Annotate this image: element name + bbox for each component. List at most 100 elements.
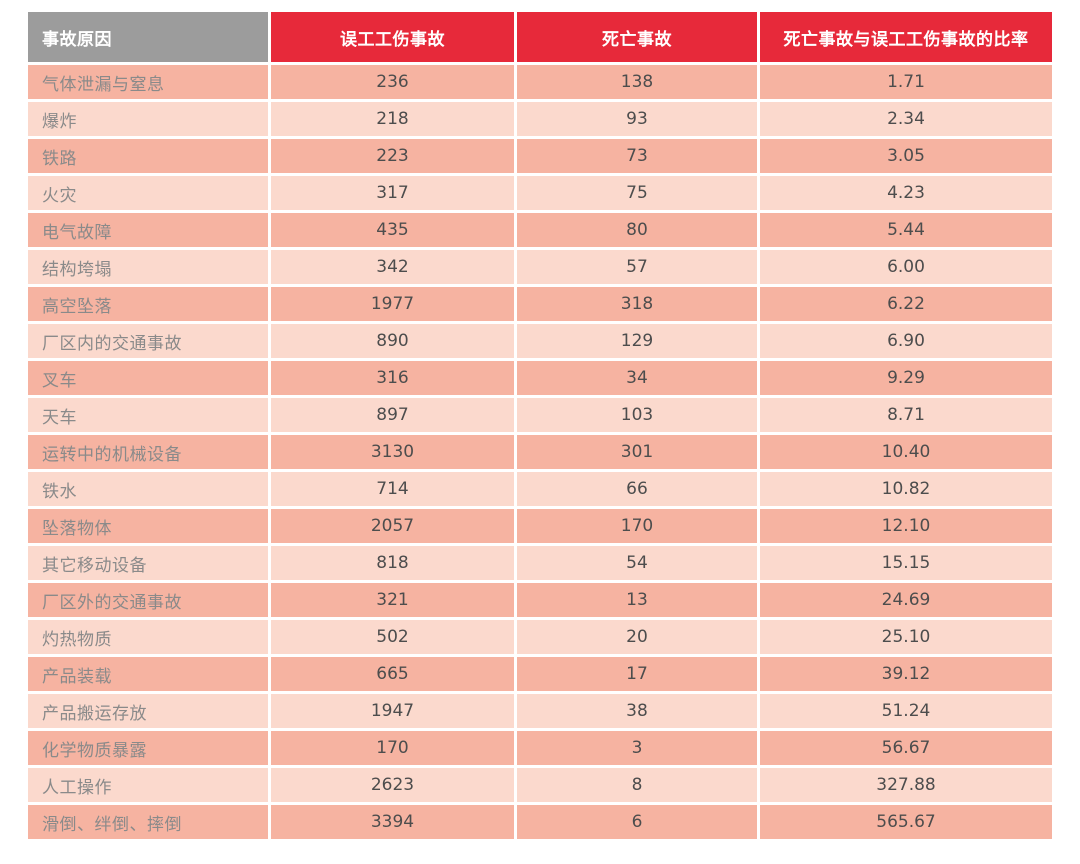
- lost-time-injury-cell: 342: [271, 250, 514, 284]
- fatal-cell: 80: [517, 213, 757, 247]
- cause-cell: 产品搬运存放: [28, 694, 268, 728]
- lost-time-injury-cell: 1947: [271, 694, 514, 728]
- fatal-cell: 75: [517, 176, 757, 210]
- fatal-cell: 34: [517, 361, 757, 395]
- lost-time-injury-cell: 435: [271, 213, 514, 247]
- lost-time-injury-cell: 170: [271, 731, 514, 765]
- fatal-cell: 8: [517, 768, 757, 802]
- cause-cell: 厂区内的交通事故: [28, 324, 268, 358]
- ratio-cell: 2.34: [760, 102, 1052, 136]
- lost-time-injury-cell: 890: [271, 324, 514, 358]
- table-row: 人工操作 2623 8 327.88: [28, 768, 1052, 802]
- fatal-cell: 129: [517, 324, 757, 358]
- cause-cell: 气体泄漏与窒息: [28, 65, 268, 99]
- table-row: 灼热物质 502 20 25.10: [28, 620, 1052, 654]
- fatal-cell: 170: [517, 509, 757, 543]
- fatal-cell: 66: [517, 472, 757, 506]
- header-row: 事故原因 误工工伤事故 死亡事故 死亡事故与误工工伤事故的比率: [28, 12, 1052, 62]
- table-row: 厂区外的交通事故 321 13 24.69: [28, 583, 1052, 617]
- accident-cause-table: 事故原因 误工工伤事故 死亡事故 死亡事故与误工工伤事故的比率 气体泄漏与窒息 2…: [25, 9, 1055, 842]
- ratio-cell: 10.40: [760, 435, 1052, 469]
- cause-cell: 产品装载: [28, 657, 268, 691]
- lost-time-injury-cell: 665: [271, 657, 514, 691]
- lost-time-injury-cell: 1977: [271, 287, 514, 321]
- fatal-cell: 93: [517, 102, 757, 136]
- table-row: 高空坠落 1977 318 6.22: [28, 287, 1052, 321]
- ratio-cell: 3.05: [760, 139, 1052, 173]
- accident-table-container: 事故原因 误工工伤事故 死亡事故 死亡事故与误工工伤事故的比率 气体泄漏与窒息 2…: [25, 9, 1055, 842]
- lost-time-injury-cell: 317: [271, 176, 514, 210]
- cause-cell: 运转中的机械设备: [28, 435, 268, 469]
- cause-cell: 灼热物质: [28, 620, 268, 654]
- ratio-cell: 15.15: [760, 546, 1052, 580]
- table-row: 叉车 316 34 9.29: [28, 361, 1052, 395]
- lost-time-injury-cell: 3130: [271, 435, 514, 469]
- table-row: 其它移动设备 818 54 15.15: [28, 546, 1052, 580]
- column-header-lost-time-injury: 误工工伤事故: [271, 12, 514, 62]
- lost-time-injury-cell: 223: [271, 139, 514, 173]
- table-row: 铁路 223 73 3.05: [28, 139, 1052, 173]
- table-row: 电气故障 435 80 5.44: [28, 213, 1052, 247]
- ratio-cell: 6.00: [760, 250, 1052, 284]
- ratio-cell: 39.12: [760, 657, 1052, 691]
- ratio-cell: 25.10: [760, 620, 1052, 654]
- cause-cell: 人工操作: [28, 768, 268, 802]
- fatal-cell: 6: [517, 805, 757, 839]
- fatal-cell: 3: [517, 731, 757, 765]
- fatal-cell: 73: [517, 139, 757, 173]
- lost-time-injury-cell: 321: [271, 583, 514, 617]
- lost-time-injury-cell: 502: [271, 620, 514, 654]
- ratio-cell: 51.24: [760, 694, 1052, 728]
- ratio-cell: 6.22: [760, 287, 1052, 321]
- column-header-cause: 事故原因: [28, 12, 268, 62]
- ratio-cell: 327.88: [760, 768, 1052, 802]
- lost-time-injury-cell: 236: [271, 65, 514, 99]
- table-row: 天车 897 103 8.71: [28, 398, 1052, 432]
- ratio-cell: 24.69: [760, 583, 1052, 617]
- ratio-cell: 8.71: [760, 398, 1052, 432]
- cause-cell: 其它移动设备: [28, 546, 268, 580]
- ratio-cell: 1.71: [760, 65, 1052, 99]
- lost-time-injury-cell: 3394: [271, 805, 514, 839]
- cause-cell: 电气故障: [28, 213, 268, 247]
- cause-cell: 滑倒、绊倒、摔倒: [28, 805, 268, 839]
- cause-cell: 结构垮塌: [28, 250, 268, 284]
- cause-cell: 高空坠落: [28, 287, 268, 321]
- cause-cell: 铁水: [28, 472, 268, 506]
- cause-cell: 坠落物体: [28, 509, 268, 543]
- cause-cell: 爆炸: [28, 102, 268, 136]
- column-header-fatal: 死亡事故: [517, 12, 757, 62]
- cause-cell: 化学物质暴露: [28, 731, 268, 765]
- table-row: 化学物质暴露 170 3 56.67: [28, 731, 1052, 765]
- table-header: 事故原因 误工工伤事故 死亡事故 死亡事故与误工工伤事故的比率: [28, 12, 1052, 62]
- ratio-cell: 56.67: [760, 731, 1052, 765]
- ratio-cell: 10.82: [760, 472, 1052, 506]
- table-row: 坠落物体 2057 170 12.10: [28, 509, 1052, 543]
- ratio-cell: 4.23: [760, 176, 1052, 210]
- ratio-cell: 9.29: [760, 361, 1052, 395]
- fatal-cell: 318: [517, 287, 757, 321]
- lost-time-injury-cell: 897: [271, 398, 514, 432]
- fatal-cell: 13: [517, 583, 757, 617]
- fatal-cell: 38: [517, 694, 757, 728]
- fatal-cell: 103: [517, 398, 757, 432]
- cause-cell: 火灾: [28, 176, 268, 210]
- table-row: 火灾 317 75 4.23: [28, 176, 1052, 210]
- fatal-cell: 57: [517, 250, 757, 284]
- fatal-cell: 54: [517, 546, 757, 580]
- lost-time-injury-cell: 2057: [271, 509, 514, 543]
- table-row: 气体泄漏与窒息 236 138 1.71: [28, 65, 1052, 99]
- cause-cell: 天车: [28, 398, 268, 432]
- table-row: 产品搬运存放 1947 38 51.24: [28, 694, 1052, 728]
- fatal-cell: 20: [517, 620, 757, 654]
- lost-time-injury-cell: 2623: [271, 768, 514, 802]
- cause-cell: 厂区外的交通事故: [28, 583, 268, 617]
- lost-time-injury-cell: 714: [271, 472, 514, 506]
- fatal-cell: 301: [517, 435, 757, 469]
- table-body: 气体泄漏与窒息 236 138 1.71 爆炸 218 93 2.34 铁路 223 73 3.05 火…: [28, 65, 1052, 839]
- ratio-cell: 12.10: [760, 509, 1052, 543]
- lost-time-injury-cell: 218: [271, 102, 514, 136]
- cause-cell: 叉车: [28, 361, 268, 395]
- table-row: 铁水 714 66 10.82: [28, 472, 1052, 506]
- column-header-ratio: 死亡事故与误工工伤事故的比率: [760, 12, 1052, 62]
